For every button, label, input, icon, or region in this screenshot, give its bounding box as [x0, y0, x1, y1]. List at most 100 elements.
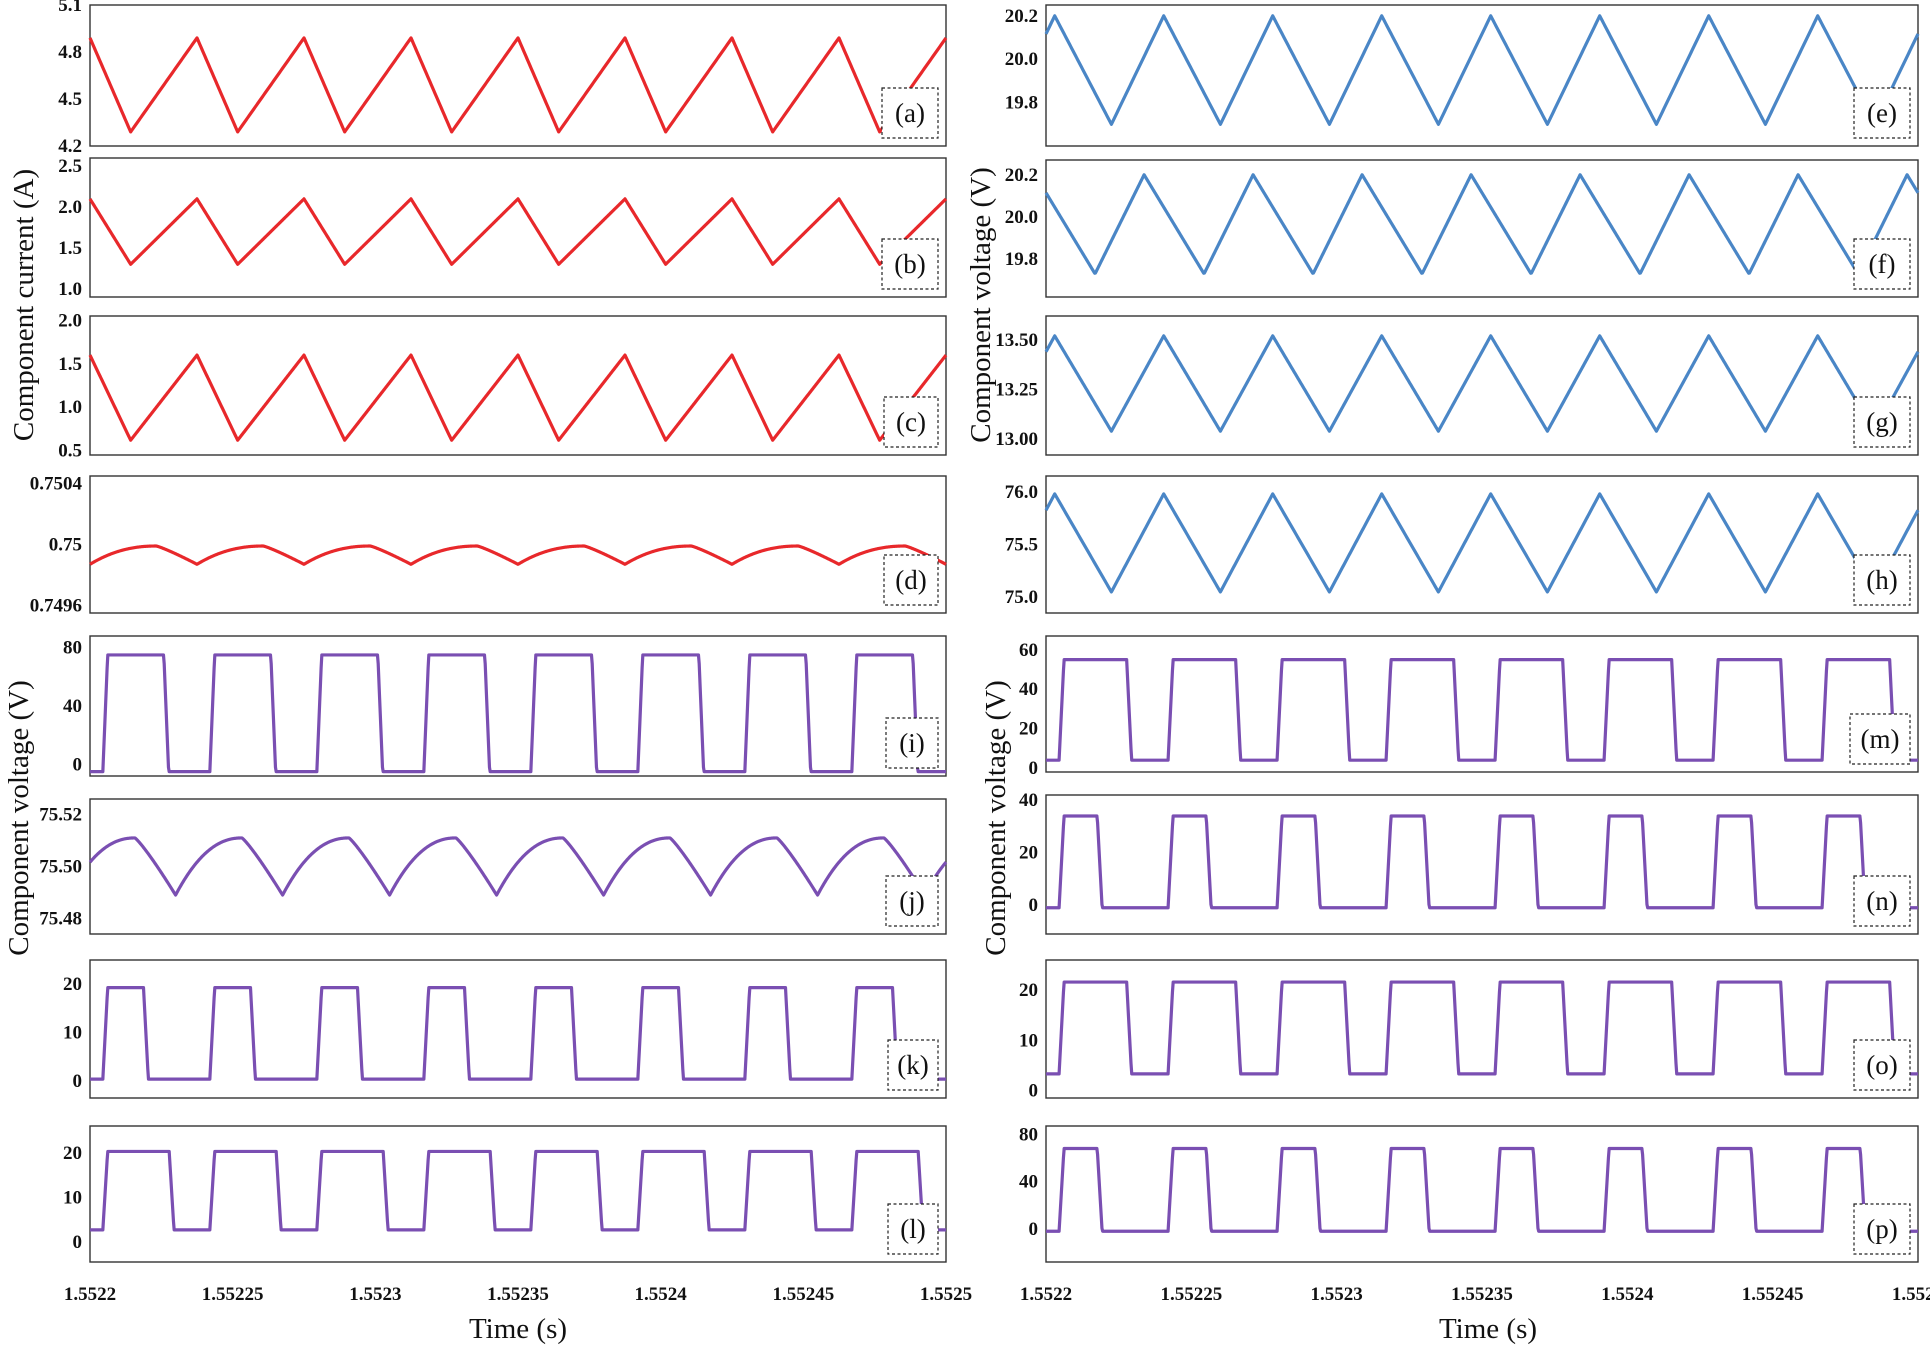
x-tick-label: 1.55245: [1742, 1284, 1804, 1305]
panel-m-ytick-label: 0: [1029, 758, 1039, 779]
panel-m-ytick-label: 60: [1019, 640, 1038, 661]
panel-n-ytick-label: 40: [1019, 790, 1038, 811]
x-axis-ticks-right: 1.5522 1.55225 1.5523 1.55235 1.5524 1.55245 1…: [1020, 1284, 1930, 1305]
panel-e-label-box: [1853, 87, 1911, 139]
panel-j-label: (j): [899, 886, 924, 916]
panel-j-label-box: [885, 875, 939, 927]
panel-a-label-box: [881, 87, 939, 139]
x-tick-label: 1.5523: [349, 1284, 401, 1305]
panel-j-frame: [89, 798, 947, 935]
panel-m-ytick-label: 20: [1019, 719, 1038, 740]
y-axis-label-right-bottom: Component voltage (V): [980, 680, 1012, 955]
x-tick-label: 1.55225: [1160, 1284, 1222, 1305]
x-tick-label: 1.55225: [202, 1284, 264, 1305]
panel-b-series-line: [88, 197, 948, 266]
panel-d-series-line: [89, 544, 947, 566]
panel-g-frame: [1045, 315, 1919, 456]
panel-j-ytick-label: 75.48: [39, 908, 82, 929]
panel-m: 0 20 40 60 (m): [1019, 635, 1919, 779]
panel-j: 75.48 75.50 75.52 (j): [39, 798, 948, 935]
panel-h: 75.0 75.5 76.0 (h): [1005, 475, 1920, 614]
panel-g-ytick-label: 13.25: [995, 379, 1038, 400]
panel-e-ytick-label: 20.2: [1005, 6, 1038, 27]
panel-g-ytick-label: 13.50: [995, 330, 1038, 351]
panel-b-ytick-label: 2.5: [58, 156, 82, 177]
x-tick-label: 1.5522: [64, 1284, 116, 1305]
panel-c-ytick-label: 2.0: [58, 310, 82, 331]
panel-g: 13.00 13.25 13.50 (g): [995, 315, 1920, 456]
panel-l-ytick-label: 20: [63, 1143, 82, 1164]
panel-l-label: (l): [900, 1214, 925, 1244]
panel-g-ytick-label: 13.00: [995, 429, 1038, 450]
panel-b: 1.0 1.5 2.0 2.5 (b): [58, 156, 948, 300]
panel-d-label: (d): [895, 565, 926, 595]
panel-e-label: (e): [1867, 98, 1897, 128]
panel-a-series-line: [88, 36, 948, 134]
panel-l-frame: [89, 1125, 947, 1263]
x-axis-ticks-left: 1.5522 1.55225 1.5523 1.55235 1.5524 1.55245 1…: [64, 1284, 972, 1305]
panel-h-series-line: [1044, 492, 1920, 594]
panel-g-label-box: [1853, 396, 1911, 448]
panel-m-label-box: [1849, 713, 1911, 765]
panel-n-ytick-label: 20: [1019, 843, 1038, 864]
panel-l-ytick-label: 10: [63, 1187, 82, 1208]
panel-g-series-line: [1044, 334, 1920, 433]
panel-k-ytick-label: 10: [63, 1023, 82, 1044]
panel-p-label-box: [1853, 1203, 1911, 1255]
panel-a: 4.2 4.5 4.8 5.1 (a): [58, 0, 948, 157]
panel-c-ytick-label: 0.5: [58, 441, 82, 462]
panel-i-label: (i): [899, 728, 924, 758]
panel-p-ytick-label: 40: [1019, 1172, 1038, 1193]
panel-c-label: (c): [896, 407, 926, 437]
panel-i-label-box: [885, 717, 939, 769]
panel-e: 19.8 20.0 20.2 (e): [1005, 4, 1920, 147]
panel-h-ytick-label: 75.5: [1005, 535, 1038, 556]
panel-f-frame: [1045, 159, 1919, 298]
panel-p-frame: [1045, 1125, 1919, 1263]
y-axis-label-left-top: Component current (A): [8, 169, 40, 441]
panel-c-frame: [89, 315, 947, 456]
panel-i-series-line: [89, 653, 947, 774]
panel-n-label-box: [1853, 875, 1911, 927]
panel-c-ytick-label: 1.5: [58, 354, 82, 375]
panel-a-ytick-label: 4.2: [58, 136, 82, 157]
panel-h-ytick-label: 75.0: [1005, 587, 1038, 608]
panel-b-label-box: [881, 238, 939, 290]
x-tick-label: 1.5525: [920, 1284, 972, 1305]
panel-a-frame: [89, 4, 947, 147]
panel-c-series-line: [88, 353, 948, 442]
panel-h-label: (h): [1866, 565, 1897, 595]
panel-o-frame: [1045, 959, 1919, 1099]
x-tick-label: 1.5522: [1020, 1284, 1072, 1305]
x-tick-label: 1.55235: [487, 1284, 549, 1305]
panel-p-label: (p): [1866, 1214, 1897, 1244]
panel-d: 0.7496 0.75 0.7504 (d): [30, 474, 947, 616]
panel-o-label: (o): [1866, 1050, 1897, 1080]
panel-e-ytick-label: 20.0: [1005, 49, 1038, 70]
panel-m-frame: [1045, 635, 1919, 773]
panel-k-series-line: [89, 985, 947, 1081]
panel-p-ytick-label: 0: [1029, 1219, 1039, 1240]
panel-h-frame: [1045, 475, 1919, 614]
panel-a-label: (a): [895, 98, 925, 128]
panel-m-series-line: [1045, 658, 1919, 762]
panel-i-ytick-label: 0: [73, 754, 83, 775]
panel-l-ytick-label: 0: [73, 1232, 83, 1253]
panel-l-series-line: [89, 1149, 947, 1232]
x-tick-label: 1.5524: [1601, 1284, 1654, 1305]
panel-k-ytick-label: 0: [73, 1071, 83, 1092]
panel-c-label-box: [883, 396, 939, 448]
panel-b-ytick-label: 1.0: [58, 279, 82, 300]
panel-n: 0 20 40 (n): [1019, 790, 1919, 935]
panel-p: 0 40 80 (p): [1019, 1124, 1919, 1263]
panel-p-ytick-label: 80: [1019, 1124, 1038, 1145]
panel-c-ytick-label: 1.0: [58, 397, 82, 418]
panel-e-series-line: [1044, 14, 1920, 126]
panel-d-ytick-label: 0.7504: [30, 474, 83, 495]
panel-a-ytick-label: 5.1: [58, 0, 82, 16]
panel-m-label: (m): [1861, 724, 1900, 754]
panel-h-ytick-label: 76.0: [1005, 482, 1038, 503]
panel-n-frame: [1045, 794, 1919, 935]
panel-d-ytick-label: 0.7496: [30, 595, 82, 616]
